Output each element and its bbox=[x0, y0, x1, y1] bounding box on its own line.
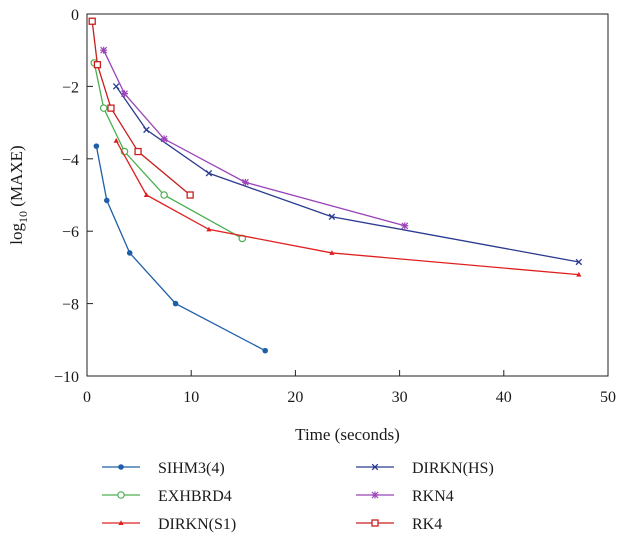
x-tick-label: 30 bbox=[392, 389, 408, 406]
data-point bbox=[99, 104, 108, 112]
data-point bbox=[206, 226, 212, 232]
data-point bbox=[121, 90, 129, 98]
series-line bbox=[103, 49, 405, 227]
legend-label: RK4 bbox=[412, 516, 442, 533]
y-axis-label: log10 (MAXE) bbox=[7, 145, 30, 244]
data-point bbox=[172, 300, 179, 307]
y-tick-label: −6 bbox=[62, 224, 79, 241]
data-point bbox=[103, 197, 110, 204]
data-point bbox=[112, 83, 120, 90]
data-point bbox=[143, 192, 149, 197]
data-point bbox=[401, 222, 409, 230]
x-tick-label: 20 bbox=[287, 389, 303, 406]
data-point bbox=[143, 126, 150, 134]
series-3 bbox=[112, 83, 583, 266]
y-axis-label-rest: (MAXE) bbox=[7, 145, 26, 211]
series-0 bbox=[93, 143, 268, 354]
x-tick-label: 10 bbox=[183, 389, 199, 406]
legend-item: RK4 bbox=[356, 516, 442, 533]
x-tick-label: 40 bbox=[496, 389, 512, 406]
y-tick-label: −4 bbox=[62, 152, 79, 169]
data-point bbox=[241, 178, 249, 186]
legend-item: DIRKN(HS) bbox=[356, 460, 494, 477]
data-point bbox=[93, 61, 102, 69]
legend-item: RKN4 bbox=[356, 488, 454, 505]
series-1 bbox=[90, 59, 247, 243]
data-point bbox=[262, 347, 268, 354]
data-point bbox=[160, 135, 168, 143]
legend-label: EXHBRD4 bbox=[158, 488, 232, 505]
data-point bbox=[576, 271, 582, 277]
y-axis-label-base: log bbox=[7, 222, 26, 244]
y-tick-label: −2 bbox=[62, 79, 79, 96]
legend-item: SIHM3(4) bbox=[102, 460, 225, 477]
series-line bbox=[95, 146, 266, 352]
legend-swatch-marker bbox=[117, 491, 125, 499]
data-point bbox=[186, 191, 194, 199]
data-point bbox=[100, 46, 108, 54]
plot-frame bbox=[86, 13, 609, 377]
series-line bbox=[93, 62, 243, 240]
legend-item: EXHBRD4 bbox=[102, 488, 232, 505]
legend-label: RKN4 bbox=[412, 488, 454, 505]
data-point bbox=[93, 143, 100, 149]
data-point bbox=[88, 17, 96, 25]
legend-swatch-marker bbox=[371, 491, 379, 499]
legend-swatch-marker bbox=[118, 520, 124, 525]
plot-area-border bbox=[86, 13, 609, 377]
y-tick-label: 0 bbox=[71, 7, 79, 24]
series-4 bbox=[100, 46, 409, 230]
y-axis-label-subscript: 10 bbox=[16, 211, 30, 223]
legend-swatch-marker bbox=[371, 519, 379, 527]
legend-swatch-marker bbox=[371, 463, 379, 471]
y-tick-label: −10 bbox=[54, 369, 79, 386]
x-tick-label: 0 bbox=[83, 389, 91, 406]
series-line bbox=[115, 86, 579, 263]
legend-item: DIRKN(S1) bbox=[102, 516, 236, 533]
data-point bbox=[328, 213, 336, 220]
legend-label: DIRKN(S1) bbox=[158, 516, 236, 533]
data-point bbox=[134, 147, 142, 156]
data-point bbox=[113, 137, 119, 143]
y-tick-label: −8 bbox=[62, 297, 79, 314]
data-point bbox=[160, 191, 168, 199]
legend: SIHM3(4) EXHBRD4 DIRKN(S1) DIRKN(HS) RKN4 RK4 bbox=[102, 460, 494, 533]
x-tick-label: 50 bbox=[600, 389, 616, 406]
data-point bbox=[205, 170, 213, 177]
x-axis-label: Time (seconds) bbox=[295, 425, 400, 444]
data-point bbox=[329, 250, 335, 255]
legend-label: SIHM3(4) bbox=[158, 460, 225, 477]
series-2 bbox=[113, 137, 582, 277]
series-lines bbox=[88, 17, 583, 354]
axis-ticks: 0 10 20 30 40 50 0 −2 −4 −6 −8 −10 bbox=[54, 7, 616, 406]
data-point bbox=[575, 258, 583, 266]
data-point bbox=[107, 104, 115, 112]
series-5 bbox=[88, 17, 194, 199]
data-point bbox=[126, 250, 133, 256]
legend-swatch-marker bbox=[118, 464, 124, 470]
legend-label: DIRKN(HS) bbox=[412, 460, 494, 477]
